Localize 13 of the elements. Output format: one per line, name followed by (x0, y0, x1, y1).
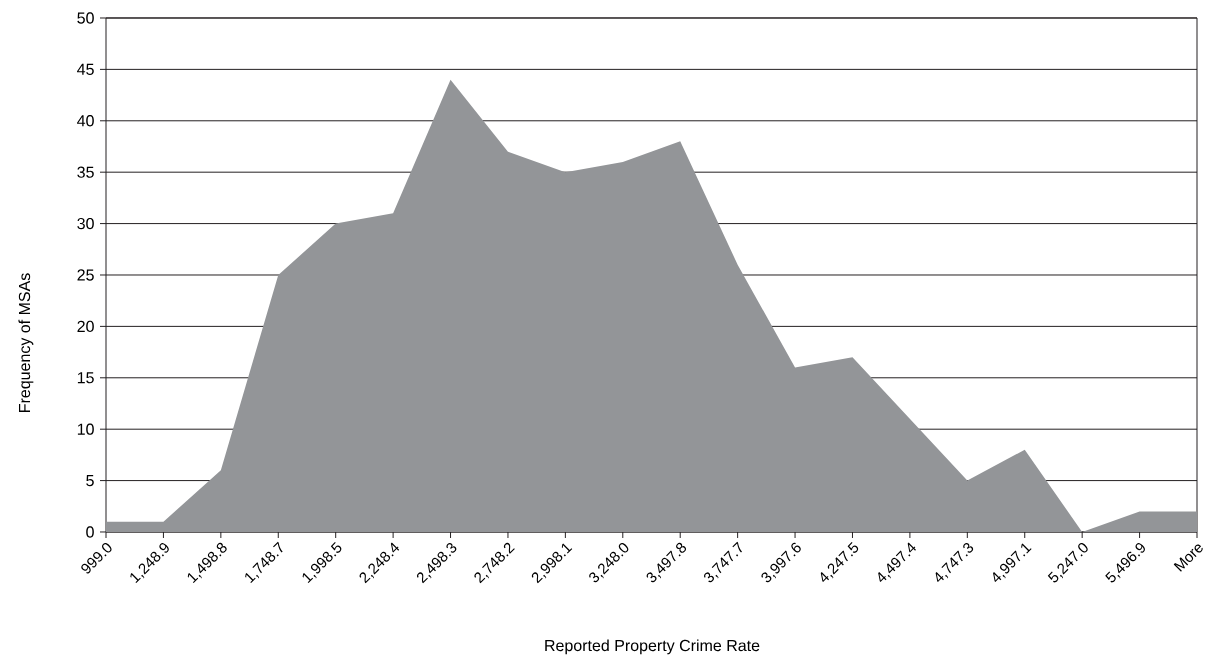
y-tick-label: 25 (77, 269, 94, 281)
x-axis-title: Reported Property Crime Rate (545, 639, 760, 655)
y-tick-label: 10 (77, 423, 94, 435)
y-tick-label: 45 (77, 63, 94, 75)
y-tick-label: 50 (77, 12, 94, 24)
y-tick-label: 20 (77, 320, 94, 333)
y-tick-label: 30 (77, 217, 94, 230)
y-tick-label: 35 (77, 166, 94, 178)
y-axis-title: Frequency of MSAs (18, 273, 34, 412)
y-tick-label: 0 (86, 526, 94, 538)
y-tick-label: 40 (77, 115, 94, 127)
y-tick-label: 5 (86, 475, 94, 487)
y-tick-label: 15 (77, 372, 94, 384)
